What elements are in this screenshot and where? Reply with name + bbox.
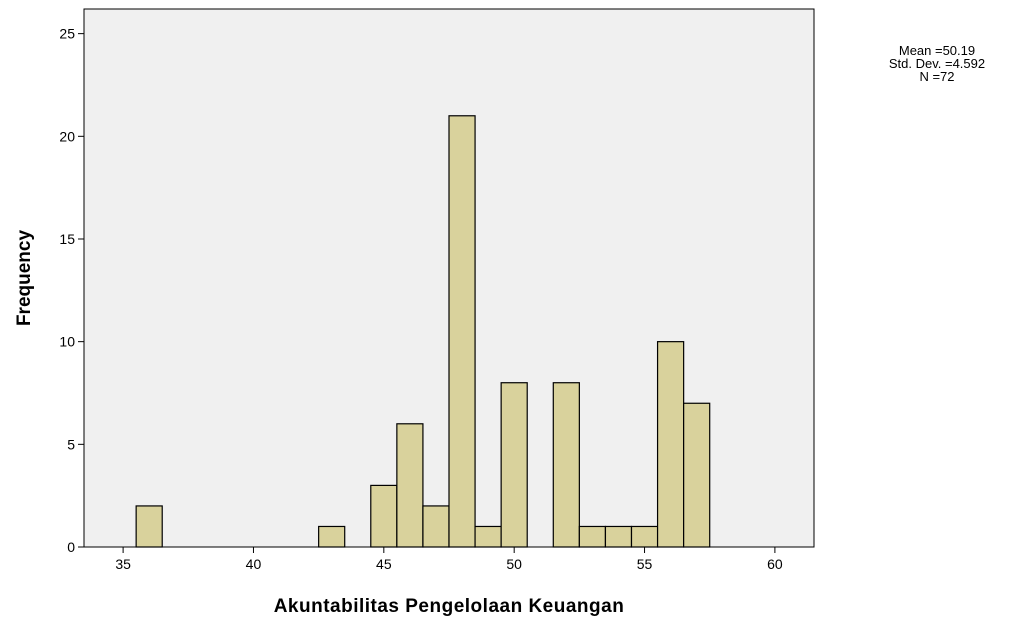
x-tick-label: 40 [246, 556, 262, 572]
y-tick-label: 20 [59, 128, 75, 144]
y-tick-label: 10 [59, 334, 75, 350]
bar-56 [656, 341, 685, 548]
bar-54 [604, 525, 633, 548]
bar-47 [422, 505, 450, 548]
bar-36 [135, 505, 163, 548]
x-tick-label: 60 [767, 556, 783, 572]
mean-stat: Mean =50.19 [898, 43, 976, 58]
y-tick-label: 0 [67, 539, 75, 555]
y-axis-label: Frequency [14, 230, 35, 327]
bar-49 [474, 525, 502, 548]
x-tick-label: 35 [115, 556, 131, 572]
std-dev-stat: Std. Dev. =4.592 [888, 56, 986, 71]
bar-50 [500, 382, 528, 548]
n-stat: N =72 [919, 69, 955, 84]
x-tick-label: 55 [637, 556, 653, 572]
bar-55 [630, 525, 659, 548]
x-tick-label: 45 [376, 556, 392, 572]
x-tick-label: 50 [506, 556, 522, 572]
bars-group [135, 115, 711, 548]
y-axis: 0 5 10 15 20 25 [59, 26, 84, 555]
statistics-box: Mean =50.19 Std. Dev. =4.592 N =72 [862, 44, 1012, 83]
bar-57 [683, 402, 711, 548]
bar-46 [396, 423, 424, 548]
x-axis-label: Akuntabilitas Pengelolaan Keuangan [274, 596, 625, 617]
y-tick-label: 5 [67, 436, 75, 452]
bar-48 [448, 115, 476, 548]
y-tick-label: 25 [59, 26, 75, 42]
bar-45 [370, 484, 398, 548]
y-tick-label: 15 [59, 231, 75, 247]
bar-53 [578, 525, 607, 548]
x-axis: 35 40 45 50 55 60 [115, 547, 783, 572]
bar-43 [318, 525, 346, 548]
bar-52 [552, 382, 580, 548]
